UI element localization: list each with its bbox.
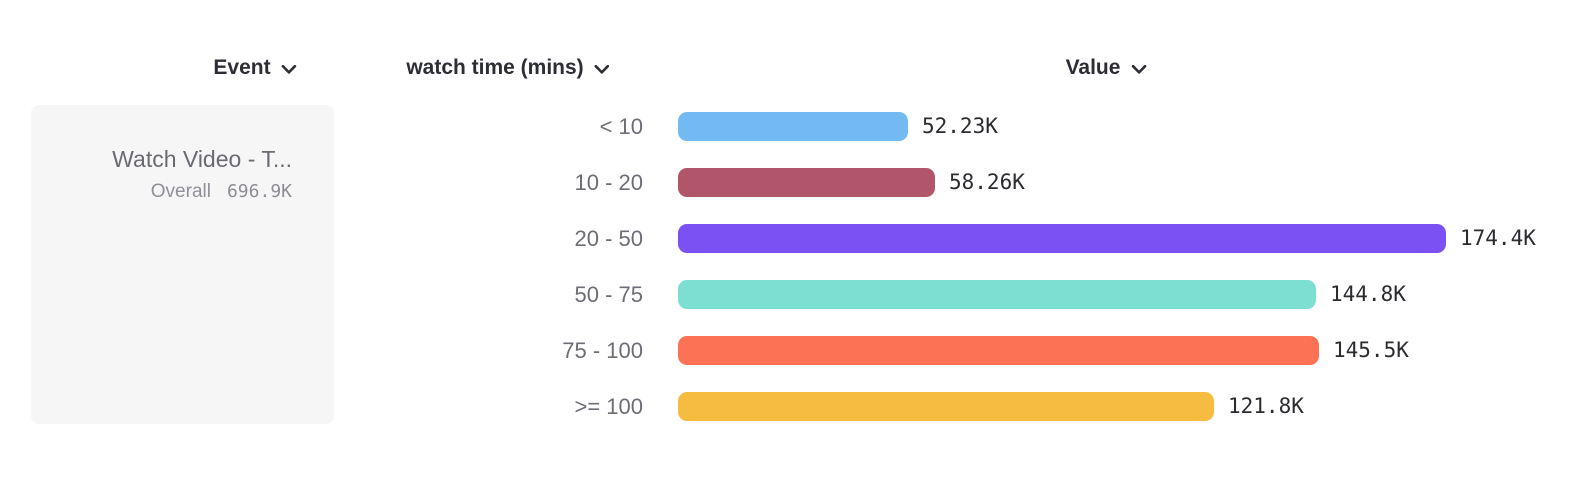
bar-category-label: 10 - 20: [574, 170, 644, 195]
bar-value-label: 144.8K: [1330, 282, 1406, 306]
bar-row: 10 - 20 58.26K: [0, 168, 1584, 197]
event-legend-card[interactable]: Watch Video - T... Overall 696.9K: [31, 105, 334, 424]
event-overall-row: Overall 696.9K: [31, 181, 292, 203]
chevron-down-icon: [1131, 65, 1147, 74]
bar-category-label: 75 - 100: [562, 338, 643, 363]
bar-segment[interactable]: [678, 336, 1319, 365]
bar-category-label: < 10: [599, 114, 643, 139]
bar-row: >= 100 121.8K: [0, 392, 1584, 421]
bar-value-label: 174.4K: [1460, 226, 1536, 250]
column-header-breakdown[interactable]: watch time (mins): [406, 54, 610, 82]
chevron-down-icon: [281, 65, 297, 74]
bar-segment[interactable]: [678, 224, 1446, 253]
column-header-event[interactable]: Event: [213, 54, 297, 82]
bar-row: 50 - 75 144.8K: [0, 280, 1584, 309]
bar-row: 75 - 100 145.5K: [0, 336, 1584, 365]
bar-segment[interactable]: [678, 392, 1214, 421]
bar-value-label: 52.23K: [922, 114, 998, 138]
bar-value-label: 58.26K: [949, 170, 1025, 194]
bar-value-label: 145.5K: [1333, 338, 1409, 362]
bar-value-label: 121.8K: [1228, 394, 1304, 418]
bar-segment[interactable]: [678, 168, 935, 197]
event-name: Watch Video - T...: [112, 146, 292, 172]
column-header-value-label: Value: [1065, 56, 1121, 79]
column-header-breakdown-label: watch time (mins): [406, 56, 584, 79]
bar-row: 20 - 50 174.4K: [0, 224, 1584, 253]
bar-segment[interactable]: [678, 112, 908, 141]
bar-category-label: 20 - 50: [574, 226, 644, 251]
overall-value: 696.9K: [226, 181, 292, 202]
column-header-value[interactable]: Value: [1066, 54, 1147, 82]
bar-category-label: >= 100: [574, 394, 643, 419]
column-header-event-label: Event: [213, 56, 271, 79]
bar-row: < 10 52.23K: [0, 112, 1584, 141]
chevron-down-icon: [594, 65, 610, 74]
overall-label: Overall: [150, 181, 211, 202]
bar-segment[interactable]: [678, 280, 1316, 309]
bar-category-label: 50 - 75: [574, 282, 644, 307]
